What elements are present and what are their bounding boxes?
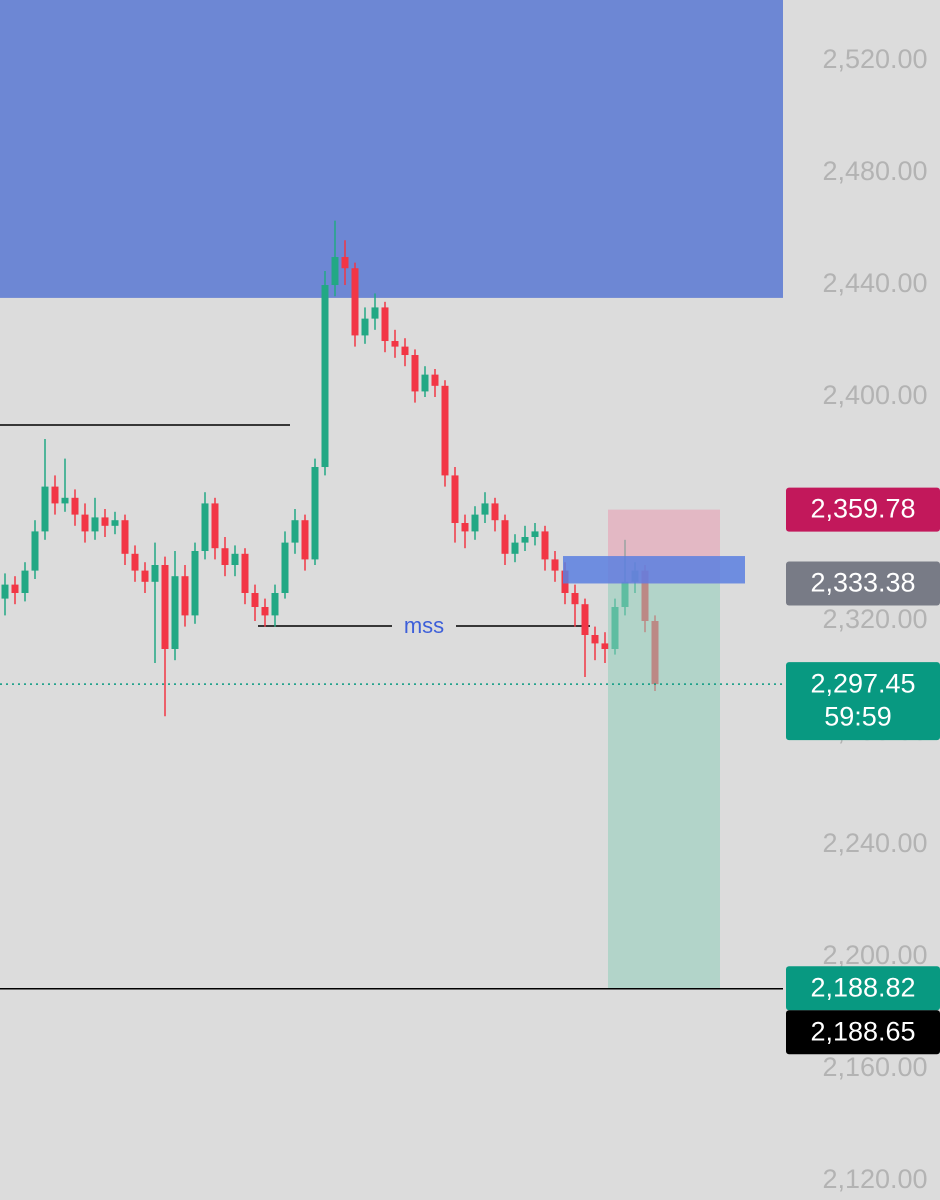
price-label: 2,188.82 bbox=[810, 972, 915, 1002]
candle-body bbox=[31, 531, 39, 571]
supply-zone bbox=[0, 0, 783, 298]
candle-body bbox=[521, 537, 529, 543]
candle-body bbox=[271, 593, 279, 616]
candle-body bbox=[121, 520, 129, 554]
candle-body bbox=[61, 497, 69, 504]
y-tick-label: 2,200.00 bbox=[822, 940, 927, 970]
candle-body bbox=[11, 584, 19, 594]
candle-body bbox=[421, 374, 429, 392]
y-tick-label: 2,160.00 bbox=[822, 1052, 927, 1082]
candle-body bbox=[511, 542, 519, 554]
candle-body bbox=[341, 257, 349, 269]
candle-body bbox=[241, 553, 249, 594]
candle-body bbox=[441, 385, 449, 476]
countdown: 59:59 bbox=[824, 701, 892, 731]
candle-body bbox=[591, 634, 599, 644]
candle-body bbox=[201, 503, 209, 552]
candle-body bbox=[361, 318, 369, 336]
candle-body bbox=[381, 307, 389, 342]
candle-body bbox=[581, 604, 589, 635]
candle-body bbox=[571, 593, 579, 605]
candle-body bbox=[301, 520, 309, 560]
price-label: 2,333.38 bbox=[810, 568, 915, 598]
candle-body bbox=[501, 520, 509, 554]
candle-body bbox=[491, 503, 499, 521]
candle-body bbox=[141, 570, 149, 582]
candle-body bbox=[111, 520, 119, 526]
y-tick-label: 2,520.00 bbox=[822, 44, 927, 74]
candle-body bbox=[351, 268, 359, 336]
candle-body bbox=[291, 520, 299, 543]
price-label-box bbox=[786, 662, 940, 741]
candle-body bbox=[101, 517, 109, 526]
candle-body bbox=[321, 285, 329, 468]
y-tick-label: 2,240.00 bbox=[822, 828, 927, 858]
candle-body bbox=[21, 570, 29, 594]
candle-body bbox=[171, 576, 179, 649]
candle-body bbox=[81, 514, 89, 532]
y-tick-label: 2,320.00 bbox=[822, 604, 927, 634]
candle-body bbox=[461, 523, 469, 532]
y-tick-label: 2,440.00 bbox=[822, 268, 927, 298]
candle-body bbox=[601, 643, 609, 649]
target-zone bbox=[608, 583, 720, 989]
mss-label: mss bbox=[404, 613, 444, 638]
y-tick-label: 2,480.00 bbox=[822, 156, 927, 186]
price-label-box bbox=[786, 561, 940, 606]
candle-body bbox=[261, 606, 269, 616]
candle-body bbox=[251, 593, 259, 607]
candle-body bbox=[331, 257, 339, 286]
candle-body bbox=[281, 542, 289, 594]
price-label: 2,359.78 bbox=[810, 494, 915, 524]
y-tick-label: 2,400.00 bbox=[822, 380, 927, 410]
candle-body bbox=[1, 584, 9, 599]
candle-body bbox=[131, 553, 139, 571]
candle-body bbox=[551, 559, 559, 571]
candle-body bbox=[311, 467, 319, 560]
candle-body bbox=[531, 531, 539, 538]
supply-zone bbox=[563, 556, 745, 584]
candle-body bbox=[181, 576, 189, 616]
candle-body bbox=[151, 565, 159, 582]
candle-body bbox=[401, 346, 409, 356]
candle-body bbox=[391, 341, 399, 347]
candle-body bbox=[191, 551, 199, 616]
candle-body bbox=[451, 475, 459, 524]
candle-body bbox=[161, 565, 169, 649]
price-label: 2,297.45 bbox=[810, 668, 915, 698]
y-tick-label: 2,120.00 bbox=[822, 1164, 927, 1194]
candle-body bbox=[91, 517, 99, 532]
candle-body bbox=[231, 553, 239, 566]
price-label-box bbox=[786, 966, 940, 1011]
candle-body bbox=[411, 355, 419, 392]
candle-body bbox=[211, 503, 219, 549]
candle-body bbox=[431, 374, 439, 386]
candle-body bbox=[471, 514, 479, 532]
price-label-box bbox=[786, 1010, 940, 1055]
candle-body bbox=[371, 307, 379, 319]
candle-body bbox=[71, 497, 79, 515]
candle-body bbox=[221, 548, 229, 566]
candle-body bbox=[51, 486, 59, 504]
candle-body bbox=[41, 486, 49, 532]
price-label-box bbox=[786, 487, 940, 532]
candle-body bbox=[481, 503, 489, 515]
price-label: 2,188.65 bbox=[810, 1016, 915, 1046]
candle-body bbox=[541, 531, 549, 560]
